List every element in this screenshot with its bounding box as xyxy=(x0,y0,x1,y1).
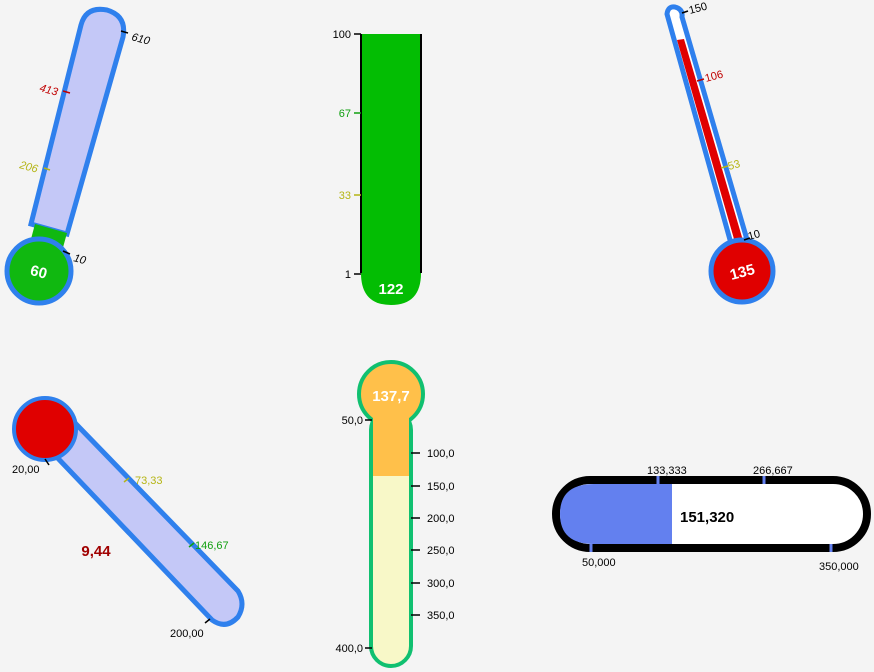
gauge-1-tick-label: 610 xyxy=(130,31,152,48)
gauge-5-tick-label: 150,0 xyxy=(427,481,455,493)
gauge-3-tick xyxy=(696,78,705,82)
thermometer-gauge-5: 137,7 50,0 100,0 150,0 200,0 250,0 300,0… xyxy=(335,360,455,668)
gauge-4-bulb xyxy=(12,396,78,462)
gauge-5-tick-label: 100,0 xyxy=(427,448,455,460)
thermometer-gauge-1: 60 10 206 413 610 xyxy=(4,6,152,306)
gauge-1-tick-label: 413 xyxy=(38,82,60,99)
gauge-5-tick-label: 250,0 xyxy=(427,545,455,557)
gauge-5-tick-label: 50,0 xyxy=(342,415,363,427)
gauge-1-tick xyxy=(43,167,51,171)
gauge-2-fill xyxy=(361,34,421,305)
gauge-4-tick xyxy=(188,542,195,548)
gauge-4-tick xyxy=(204,618,211,624)
gauge-5-value: 137,7 xyxy=(372,388,410,405)
gauge-2-tick-label: 33 xyxy=(339,190,351,202)
gauge-3-tick xyxy=(720,165,729,169)
gauge-4-tick xyxy=(44,458,50,466)
thermometer-gauge-2: 122 1 33 67 100 xyxy=(333,29,422,305)
gauge-4-tick-label: 73,33 xyxy=(135,475,163,487)
gauge-2-tick-label: 1 xyxy=(345,269,351,281)
gauge-4-tube xyxy=(46,420,245,627)
gauge-3-tick-label: 10 xyxy=(747,228,762,243)
gauge-2-tick-label: 100 xyxy=(333,29,351,41)
gauge-1-tick xyxy=(62,250,71,255)
gauge-3-value: 135 xyxy=(728,261,757,284)
gauge-2-value: 122 xyxy=(378,281,403,298)
gauge-5-tick-label: 300,0 xyxy=(427,578,455,590)
gauge-4-tick xyxy=(123,477,130,483)
gauge-1-tick-label: 206 xyxy=(17,159,40,176)
gauge-3-tick-label: 106 xyxy=(704,69,725,85)
gauge-4-tick-label: 146,67 xyxy=(195,540,229,552)
gauge-3-tick-label: 53 xyxy=(727,158,742,173)
gauge-1-bulb xyxy=(4,236,74,306)
gauge-2-tick-label: 67 xyxy=(339,108,351,120)
gauge-4-tick-label: 200,00 xyxy=(170,628,204,640)
gauge-3-tick xyxy=(743,237,751,241)
gauge-4-value: 9,44 xyxy=(81,543,111,560)
gauge-6-tick-label: 50,000 xyxy=(582,557,616,569)
gauge-1-tick-label: 10 xyxy=(72,252,88,267)
thermometer-gauge-6: 151,320 50,000 133,333 266,667 350,000 xyxy=(552,465,871,573)
gauge-1-value: 60 xyxy=(28,262,49,283)
gauge-6-tick-label: 133,333 xyxy=(647,465,687,477)
gauge-5-neck xyxy=(373,410,409,430)
gauge-1-tick xyxy=(62,90,71,94)
gauge-3-tick xyxy=(681,10,689,14)
gauge-1-tube xyxy=(27,6,127,238)
gauge-5-tick-label: 400,0 xyxy=(335,643,363,655)
thermometer-gauge-3: 135 10 53 106 150 xyxy=(664,1,776,305)
gauge-5-tick-label: 200,0 xyxy=(427,513,455,525)
gauge-1-tick xyxy=(120,30,129,34)
gauge-6-fill xyxy=(560,484,672,544)
gauge-4-tick-label: 20,00 xyxy=(12,464,40,476)
gauge-3-tick-label: 150 xyxy=(688,1,709,17)
gauge-3-fill xyxy=(677,39,744,246)
gauge-6-tick-label: 350,000 xyxy=(819,561,859,573)
gauge-5-tick-label: 350,0 xyxy=(427,610,455,622)
gauge-3-bulb xyxy=(708,237,776,305)
gauge-6-tick-label: 266,667 xyxy=(753,465,793,477)
gauge-6-value: 151,320 xyxy=(680,509,734,526)
thermometer-gauge-4: 9,44 20,00 73,33 146,67 200,00 xyxy=(12,396,245,640)
